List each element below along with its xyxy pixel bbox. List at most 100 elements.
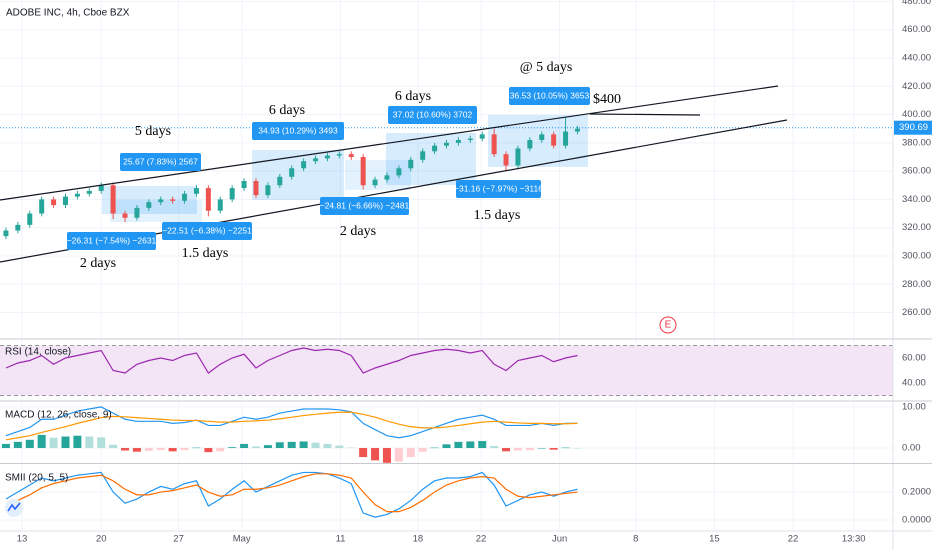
y-tick-label: 460.00	[902, 24, 931, 35]
y-tick-label: 0.00	[902, 443, 921, 454]
candle-body	[420, 151, 426, 160]
histogram-bar	[49, 437, 58, 449]
candle-body	[170, 199, 176, 201]
histogram-bar	[335, 445, 344, 449]
histogram-bar	[502, 448, 511, 452]
indicator-line	[5, 406, 578, 439]
measure-box	[110, 200, 202, 222]
event-icon[interactable]	[659, 316, 677, 334]
histogram-bar	[454, 441, 463, 449]
y-tick-label: 260.00	[902, 307, 931, 318]
y-tick-label: 440.00	[902, 52, 931, 63]
x-tick-label: 13	[17, 534, 28, 545]
y-tick-label: 320.00	[902, 222, 931, 233]
measure-label-bg	[162, 222, 252, 240]
histogram-bar	[490, 445, 499, 449]
logo	[5, 499, 23, 517]
candle-body	[98, 185, 104, 191]
candle-body	[241, 181, 247, 189]
y-tick-label: 280.00	[902, 279, 931, 290]
last-price-box	[894, 120, 932, 135]
candle-body	[62, 196, 68, 206]
x-tick-label: May	[233, 534, 251, 545]
candle-body	[110, 185, 116, 214]
measure-label-bg	[120, 153, 201, 171]
candle-body	[289, 168, 295, 177]
indicator-line	[5, 411, 578, 441]
x-tick-label: 22	[476, 534, 487, 545]
measure-box	[386, 133, 476, 185]
candle-body	[86, 190, 92, 194]
annotation: $400	[593, 92, 621, 107]
candle-body	[301, 161, 307, 169]
candle-body	[265, 185, 271, 196]
candle-body	[491, 134, 497, 155]
candle-body	[253, 181, 259, 196]
y-tick-label: 400.00	[902, 109, 931, 120]
histogram-bar	[299, 441, 308, 449]
histogram-bar	[442, 444, 451, 449]
measure-label-bg	[320, 197, 409, 215]
indicator-line	[5, 471, 578, 518]
measure-label: 34.93 (10.29%) 3493	[258, 125, 338, 135]
measure-label-bg	[388, 106, 477, 124]
x-tick-label: 20	[96, 534, 107, 545]
candle-body	[574, 128, 580, 132]
candle-body	[158, 199, 164, 203]
histogram-bar	[406, 448, 415, 458]
candle-body	[205, 188, 211, 211]
measure-label: −24.81 (−6.66%) −2481	[320, 200, 410, 210]
candle-body	[396, 168, 402, 176]
candle-body	[51, 199, 57, 206]
histogram-bar	[109, 444, 118, 449]
candle-body	[193, 188, 199, 194]
histogram-bar	[240, 443, 249, 449]
candle-body	[3, 230, 9, 237]
histogram-bar	[204, 448, 213, 453]
candle-body	[277, 176, 283, 186]
rsi-band	[0, 345, 893, 396]
x-tick-label: 27	[173, 534, 184, 545]
candle-body	[539, 134, 545, 141]
histogram-bar	[549, 448, 558, 450]
measure-label-bg	[456, 180, 541, 198]
histogram-bar	[263, 445, 272, 449]
y-tick-label: 480.00	[902, 0, 931, 7]
trend-line	[0, 85, 779, 201]
histogram-bar	[478, 441, 487, 449]
pane-title: RSI (14, close)	[5, 347, 71, 358]
histogram-bar	[323, 443, 332, 449]
x-tick-label: 15	[709, 534, 720, 545]
candle-body	[432, 145, 438, 152]
measure-label-bg	[67, 232, 156, 250]
histogram-bar	[132, 448, 141, 452]
candle-body	[503, 154, 509, 166]
histogram-bar	[537, 448, 546, 449]
x-tick-label: 13:30	[842, 534, 866, 545]
candle-body	[15, 224, 21, 231]
candle-body	[217, 199, 223, 211]
candle-body	[336, 154, 342, 156]
candle-body	[313, 158, 319, 162]
candle-body	[134, 207, 140, 218]
histogram-bar	[525, 448, 534, 451]
histogram-bar	[97, 437, 106, 449]
measure-box	[102, 186, 197, 214]
event-label[interactable]: E	[665, 320, 672, 331]
candle-body	[563, 131, 569, 146]
candle-body	[122, 213, 128, 218]
x-tick-label: 11	[336, 534, 346, 545]
histogram-bar	[382, 448, 391, 463]
level-line	[589, 113, 701, 116]
last-price-label: 390.69	[899, 122, 928, 133]
histogram-bar	[311, 442, 320, 449]
y-tick-label: 60.00	[902, 353, 926, 364]
candle-body	[444, 142, 449, 146]
candle-body	[527, 140, 533, 149]
logo-mark	[7, 502, 21, 512]
annotation: 6 days	[269, 103, 305, 118]
candle-body	[551, 134, 557, 146]
measure-label: 37.02 (10.60%) 3702	[393, 109, 473, 119]
